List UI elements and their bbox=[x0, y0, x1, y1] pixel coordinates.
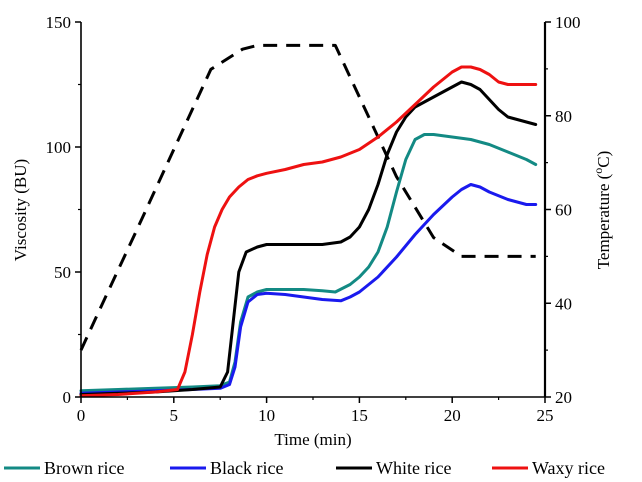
y2-tick-label: 60 bbox=[555, 201, 572, 220]
legend-label-black-rice: Black rice bbox=[210, 458, 283, 478]
legend-label-waxy-rice: Waxy rice bbox=[532, 458, 605, 478]
legend-label-brown-rice: Brown rice bbox=[44, 458, 124, 478]
right-y-axis-label-main: Temperature ( bbox=[594, 173, 613, 269]
y-tick-label: 100 bbox=[46, 138, 72, 157]
left-y-axis-label: Viscosity (BU) bbox=[11, 159, 30, 261]
series-line-black-rice bbox=[79, 183, 538, 395]
x-tick-label: 0 bbox=[77, 406, 86, 425]
legend-label-white-rice: White rice bbox=[376, 458, 451, 478]
series-line-brown-rice bbox=[79, 133, 538, 393]
y-tick-label: 0 bbox=[63, 388, 72, 407]
x-tick-label: 5 bbox=[170, 406, 179, 425]
temperature-profile-line bbox=[79, 43, 536, 351]
right-y-axis-label-superscript: o bbox=[591, 168, 605, 174]
y2-tick-label: 100 bbox=[555, 13, 581, 32]
y-tick-label: 150 bbox=[46, 13, 72, 32]
axes bbox=[80, 22, 547, 398]
y2-tick-label: 40 bbox=[555, 294, 572, 313]
series-line-white-rice bbox=[79, 80, 538, 396]
x-tick-label: 25 bbox=[537, 406, 554, 425]
right-y-axis-label-unit: C) bbox=[594, 151, 613, 168]
series-line-waxy-rice bbox=[79, 65, 538, 398]
x-tick-label: 15 bbox=[351, 406, 368, 425]
y2-tick-label: 80 bbox=[555, 107, 572, 126]
y2-tick-label: 20 bbox=[555, 388, 572, 407]
x-tick-label: 20 bbox=[444, 406, 461, 425]
y-tick-label: 50 bbox=[54, 263, 71, 282]
x-axis-label: Time (min) bbox=[274, 430, 351, 449]
right-y-axis-label: Temperature (oC) bbox=[591, 151, 613, 270]
x-tick-label: 10 bbox=[258, 406, 275, 425]
legend: Brown rice Black rice White rice Waxy rice bbox=[4, 458, 605, 478]
plot-area bbox=[79, 43, 538, 398]
